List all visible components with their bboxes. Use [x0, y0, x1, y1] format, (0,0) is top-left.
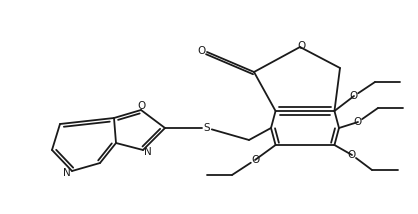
Text: S: S — [204, 123, 210, 133]
Text: O: O — [198, 46, 206, 56]
Text: N: N — [63, 168, 71, 178]
Text: O: O — [350, 91, 358, 101]
Text: O: O — [137, 101, 145, 111]
Text: O: O — [251, 155, 259, 165]
Text: O: O — [297, 41, 305, 51]
Text: O: O — [348, 150, 356, 160]
Text: N: N — [144, 147, 152, 157]
Text: O: O — [354, 117, 362, 127]
